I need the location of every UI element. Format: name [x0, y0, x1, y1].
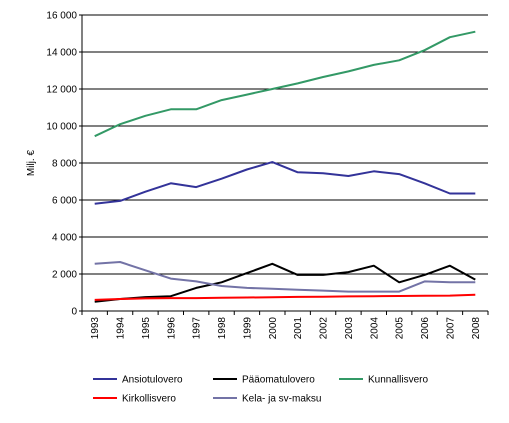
- x-tick-label: 2008: [471, 317, 482, 340]
- y-tick-label: 14 000: [46, 48, 77, 59]
- y-tick-label: 4 000: [52, 233, 77, 244]
- legend-entry: Ansiotulovero: [93, 375, 183, 386]
- y-tick-label: 8 000: [52, 159, 77, 170]
- gridlines: [82, 14, 488, 275]
- x-tick-label: 1996: [166, 317, 177, 340]
- x-tick-label: 1998: [217, 317, 228, 340]
- x-tick-label: 1999: [242, 317, 253, 340]
- legend-label: Kirkollisvero: [122, 394, 176, 405]
- x-tick-label: 2001: [293, 317, 304, 340]
- y-tick-label: 10 000: [46, 122, 77, 133]
- legend-entry: Pääomatulovero: [213, 375, 315, 386]
- y-axis-label: Milj. €: [26, 150, 37, 177]
- series-line-5: [94, 261, 476, 293]
- legend-label: Ansiotulovero: [122, 375, 183, 386]
- legend: Ansiotulovero Pääomatulovero Kunnallisvero…: [93, 375, 428, 405]
- y-tick-label: 16 000: [46, 11, 77, 22]
- series-line-2: [94, 262, 476, 303]
- legend-entry: Kunnallisvero: [339, 375, 428, 386]
- x-tick-label: 1994: [116, 317, 127, 340]
- x-tick-label: 2002: [319, 317, 330, 340]
- legend-label: Kunnallisvero: [368, 375, 428, 386]
- x-tick-label: 2006: [420, 317, 431, 340]
- series-line-1: [94, 161, 476, 205]
- legend-entry: Kela- ja sv-maksu: [213, 394, 321, 405]
- legend-entry: Kirkollisvero: [93, 394, 176, 405]
- y-tick-label: 2 000: [52, 270, 77, 281]
- y-tick-labels: 0 2 000 4 000 6 000 8 000 10 000 12 000 14 000 1…: [46, 11, 77, 318]
- series-lines: [94, 30, 476, 303]
- x-tick-label: 2007: [445, 317, 456, 340]
- series-line-4: [94, 293, 476, 301]
- y-tick-label: 6 000: [52, 196, 77, 207]
- legend-label: Pääomatulovero: [242, 375, 315, 386]
- x-tick-label: 1993: [90, 317, 101, 340]
- x-tick-label: 2003: [344, 317, 355, 340]
- x-tick-labels: 1993 1994 1995 1996 1997 1998 1999 2000 2001 2002…: [90, 317, 482, 340]
- legend-label: Kela- ja sv-maksu: [242, 394, 321, 405]
- series-line-3: [94, 30, 476, 138]
- x-tick-label: 1995: [141, 317, 152, 340]
- x-tick-label: 1997: [192, 317, 203, 340]
- axes: [79, 14, 489, 315]
- x-tick-label: 2000: [268, 317, 279, 340]
- y-tick-label: 0: [71, 307, 77, 318]
- x-tick-label: 2005: [395, 317, 406, 340]
- y-tick-label: 12 000: [46, 85, 77, 96]
- x-tick-label: 2004: [369, 317, 380, 340]
